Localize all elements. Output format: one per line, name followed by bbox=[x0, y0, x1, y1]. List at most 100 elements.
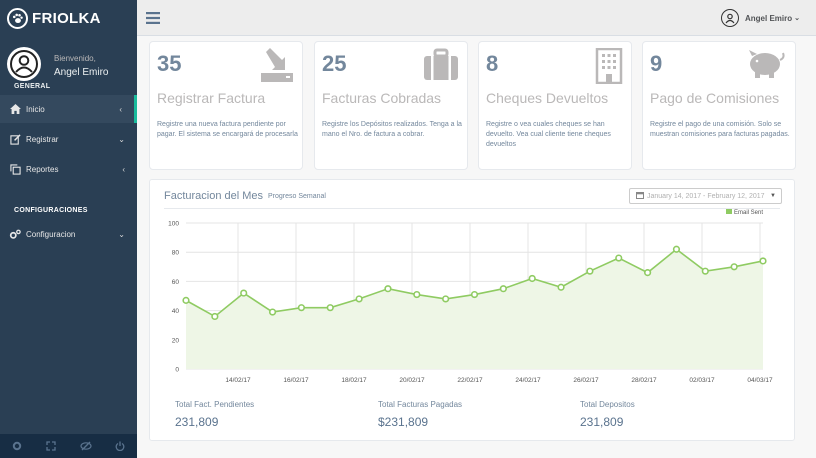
stat-label: Total Facturas Pagadas bbox=[378, 400, 463, 409]
y-tick-label: 100 bbox=[168, 221, 179, 228]
chevron-left-icon: ‹ bbox=[119, 104, 122, 114]
brand-name: FRIOLKA bbox=[32, 10, 101, 27]
chevron-down-icon: ⌄ bbox=[118, 229, 125, 239]
avatar[interactable] bbox=[7, 47, 41, 81]
sidebar-item-label: Configuracion bbox=[26, 229, 76, 239]
tile-description: Registre o vea cuales cheques se han dev… bbox=[486, 121, 611, 148]
chevron-left-icon: ‹ bbox=[122, 164, 125, 174]
stat-depositos: Total Depositos 231,809 bbox=[580, 400, 635, 429]
user-menu-label: Angel Emiro bbox=[745, 13, 793, 23]
sidebar-item-label: Inicio bbox=[26, 104, 45, 114]
section-title: CONFIGURACIONES bbox=[14, 207, 88, 214]
data-point[interactable] bbox=[759, 257, 767, 265]
legend-label: Email Sent bbox=[734, 210, 763, 216]
brand[interactable]: FRIOLKA bbox=[0, 0, 137, 37]
settings-icon[interactable] bbox=[0, 434, 34, 458]
data-point[interactable] bbox=[240, 289, 248, 297]
briefcase-icon bbox=[423, 48, 459, 87]
x-tick-label: 26/02/17 bbox=[573, 377, 599, 384]
x-tick-label: 04/03/17 bbox=[747, 377, 773, 384]
tile-registrar-factura[interactable]: 35 Registrar Factura Registre una nueva … bbox=[149, 41, 303, 170]
sidebar: FRIOLKA Bienvenido, Angel Emiro GENERAL … bbox=[0, 0, 137, 458]
y-tick-label: 80 bbox=[172, 250, 180, 257]
tile-description: Registre los Depósitos realizados. Tenga… bbox=[322, 121, 462, 138]
series-area bbox=[186, 249, 763, 369]
power-icon[interactable] bbox=[103, 434, 137, 458]
paw-icon bbox=[7, 8, 28, 29]
data-point[interactable] bbox=[528, 274, 536, 283]
tile-title: Cheques Devueltos bbox=[486, 90, 609, 106]
sidebar-item-configuracion[interactable]: Configuracion ⌄ bbox=[0, 220, 137, 248]
data-point[interactable] bbox=[470, 290, 479, 299]
calendar-icon bbox=[636, 191, 644, 201]
data-point[interactable] bbox=[644, 269, 652, 277]
data-point[interactable] bbox=[326, 304, 334, 312]
panel-divider bbox=[164, 208, 780, 209]
x-tick-label: 28/02/17 bbox=[631, 377, 657, 384]
stat-value: 231,809 bbox=[175, 415, 219, 429]
user-role: GENERAL bbox=[14, 83, 51, 90]
menu-toggle-icon[interactable] bbox=[146, 11, 160, 29]
tile-count: 8 bbox=[486, 51, 499, 76]
home-icon bbox=[9, 103, 21, 115]
tile-cheques-devueltos[interactable]: 8 Cheques Devueltos Registre o vea cuale… bbox=[478, 41, 632, 170]
sidebar-item-inicio[interactable]: Inicio ‹ bbox=[0, 95, 137, 123]
x-tick-label: 02/03/17 bbox=[689, 377, 715, 384]
data-point[interactable] bbox=[182, 296, 190, 304]
caret-down-icon: ▼ bbox=[770, 193, 776, 199]
chevron-down-icon: ⌄ bbox=[118, 134, 125, 144]
data-point[interactable] bbox=[211, 312, 219, 321]
stat-value: 231,809 bbox=[580, 415, 624, 429]
cogs-icon bbox=[9, 228, 21, 240]
data-point[interactable] bbox=[355, 295, 363, 303]
sidebar-item-reportes[interactable]: Reportes ‹ bbox=[0, 155, 137, 183]
profile bbox=[0, 37, 137, 95]
tile-description: Registre una nueva factura pendiente por… bbox=[157, 121, 298, 138]
fullscreen-icon[interactable] bbox=[34, 434, 68, 458]
data-point[interactable] bbox=[586, 267, 594, 275]
tile-title: Pago de Comisiones bbox=[650, 90, 780, 106]
chart-panel: Facturacion del Mes Progreso Semanal Jan… bbox=[149, 179, 795, 441]
sidebar-item-registrar[interactable]: Registrar ⌄ bbox=[0, 125, 137, 153]
date-range-picker[interactable]: January 14, 2017 - February 12, 2017 ▼ bbox=[629, 188, 782, 204]
sidebar-item-label: Registrar bbox=[26, 134, 59, 144]
panel-subtitle: Progreso Semanal bbox=[268, 193, 326, 200]
data-point[interactable] bbox=[268, 308, 277, 316]
stat-pagadas: Total Facturas Pagadas $231,809 bbox=[378, 400, 462, 429]
top-nav: Angel Emiro ⌄ bbox=[137, 0, 816, 36]
data-point[interactable] bbox=[499, 285, 507, 293]
data-point[interactable] bbox=[615, 254, 623, 262]
x-tick-label: 24/02/17 bbox=[515, 377, 541, 384]
data-point[interactable] bbox=[384, 285, 392, 293]
chevron-down-icon: ⌄ bbox=[794, 15, 800, 22]
data-point[interactable] bbox=[672, 245, 681, 253]
data-point[interactable] bbox=[297, 304, 305, 312]
panel-title: Facturacion del Mes bbox=[164, 190, 264, 202]
welcome-text: Bienvenido, bbox=[54, 54, 96, 63]
data-point[interactable] bbox=[730, 263, 738, 271]
tile-title: Registrar Factura bbox=[157, 90, 266, 106]
tile-description: Registre el pago de una comisión. Solo s… bbox=[650, 121, 790, 138]
y-tick-label: 60 bbox=[172, 279, 180, 286]
tile-title: Facturas Cobradas bbox=[322, 90, 442, 106]
x-tick-label: 14/02/17 bbox=[225, 377, 251, 384]
x-tick-label: 22/02/17 bbox=[457, 377, 483, 384]
sidebar-footer bbox=[0, 434, 137, 458]
x-tick-label: 16/02/17 bbox=[283, 377, 309, 384]
stat-label: Total Fact. Pendientes bbox=[175, 400, 255, 409]
data-point[interactable] bbox=[413, 290, 421, 299]
download-icon bbox=[260, 48, 294, 89]
edit-icon bbox=[9, 133, 21, 145]
stat-label: Total Depositos bbox=[580, 400, 635, 409]
tile-pago-comisiones[interactable]: 9 Pago de Comisiones Registre el pago de… bbox=[642, 41, 796, 170]
user-menu[interactable]: Angel Emiro ⌄ bbox=[721, 9, 800, 27]
tile-facturas-cobradas[interactable]: 25 Facturas Cobradas Registre los Depósi… bbox=[314, 41, 468, 170]
x-tick-label: 20/02/17 bbox=[399, 377, 425, 384]
data-point[interactable] bbox=[557, 283, 565, 291]
sidebar-user-name: Angel Emiro bbox=[54, 67, 109, 78]
data-point[interactable] bbox=[442, 295, 450, 303]
data-point[interactable] bbox=[701, 267, 709, 275]
eye-slash-icon[interactable] bbox=[69, 434, 103, 458]
tile-count: 25 bbox=[322, 51, 347, 76]
y-tick-label: 0 bbox=[175, 367, 179, 374]
